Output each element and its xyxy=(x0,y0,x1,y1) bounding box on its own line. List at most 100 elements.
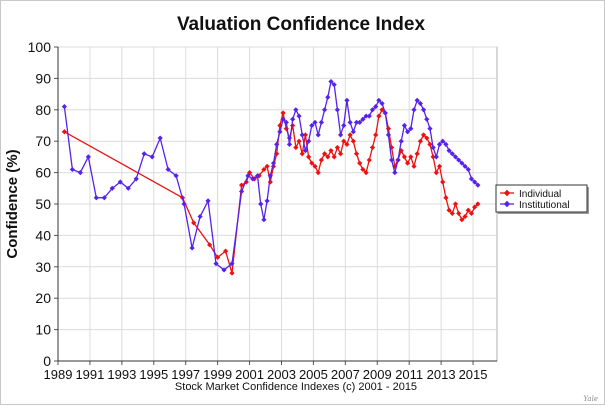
series-line-individual xyxy=(64,108,479,274)
data-point-individual xyxy=(420,132,427,138)
data-point-individual xyxy=(325,154,331,160)
data-point-individual xyxy=(277,122,283,129)
data-point-institutional xyxy=(101,195,107,201)
data-point-institutional xyxy=(315,132,321,138)
data-point-institutional xyxy=(261,217,267,223)
source-credit: Yale xyxy=(583,395,598,403)
data-point-institutional xyxy=(205,198,211,204)
y-tick-label: 80 xyxy=(35,102,51,118)
data-point-institutional xyxy=(270,160,277,166)
data-point-individual xyxy=(456,210,462,217)
data-point-individual xyxy=(331,154,337,160)
data-point-institutional xyxy=(427,126,433,132)
data-point-individual xyxy=(293,144,299,151)
data-point-individual xyxy=(366,157,372,163)
data-point-individual xyxy=(318,157,324,163)
data-point-institutional xyxy=(436,141,443,147)
data-point-individual xyxy=(472,204,478,210)
data-point-individual xyxy=(309,160,315,166)
legend-label-institutional: Institutional xyxy=(519,200,570,211)
data-point-institutional xyxy=(93,195,99,201)
data-point-individual xyxy=(436,163,443,169)
data-point-institutional xyxy=(277,129,283,135)
data-point-institutional xyxy=(173,173,179,179)
data-point-institutional xyxy=(165,166,171,173)
data-point-individual xyxy=(315,170,321,176)
data-point-institutional xyxy=(459,160,465,166)
data-point-institutional xyxy=(433,154,439,160)
data-point-individual xyxy=(468,210,475,217)
y-tick-label: 70 xyxy=(35,133,51,149)
data-point-individual xyxy=(191,220,197,226)
data-point-institutional xyxy=(475,182,481,188)
data-point-individual xyxy=(475,201,481,207)
data-point-institutional xyxy=(302,148,309,154)
data-point-individual xyxy=(238,182,245,188)
y-tick-label: 0 xyxy=(43,353,51,369)
data-point-institutional xyxy=(357,119,363,125)
data-point-institutional xyxy=(189,245,195,251)
data-point-individual xyxy=(405,160,411,166)
data-point-institutional xyxy=(456,157,462,163)
data-point-individual xyxy=(347,132,353,138)
data-point-individual xyxy=(334,144,340,151)
data-point-institutional xyxy=(117,179,123,185)
x-tick-label: 2015 xyxy=(459,367,488,382)
data-point-individual xyxy=(302,132,309,138)
data-point-institutional xyxy=(366,113,372,119)
data-point-individual xyxy=(264,163,270,169)
data-point-institutional xyxy=(389,157,395,163)
data-point-institutional xyxy=(245,173,251,179)
data-point-institutional xyxy=(334,107,340,113)
data-point-individual xyxy=(321,151,328,157)
data-point-institutional xyxy=(264,198,270,204)
x-tick-label: 2003 xyxy=(267,367,296,382)
data-point-individual xyxy=(215,254,221,260)
data-point-individual xyxy=(433,170,439,176)
data-point-individual xyxy=(459,217,465,223)
data-point-individual xyxy=(452,201,459,207)
data-point-institutional xyxy=(306,138,312,144)
data-point-institutional xyxy=(401,122,408,129)
data-point-institutional xyxy=(462,163,468,169)
data-point-individual xyxy=(353,151,360,157)
data-point-individual xyxy=(392,163,398,169)
data-point-individual xyxy=(290,122,296,129)
data-point-institutional xyxy=(328,78,334,85)
data-point-individual xyxy=(267,179,273,185)
data-point-institutional xyxy=(109,185,115,191)
data-point-institutional xyxy=(408,126,414,132)
data-point-institutional xyxy=(85,154,91,160)
data-point-institutional xyxy=(157,135,163,141)
y-tick-label: 10 xyxy=(35,322,51,338)
data-point-individual xyxy=(344,141,350,147)
data-point-individual xyxy=(449,210,455,217)
data-point-institutional xyxy=(197,213,203,220)
data-point-institutional xyxy=(344,97,350,103)
data-point-institutional xyxy=(290,116,296,122)
y-axis-label: Confidence (%) xyxy=(4,149,21,258)
data-point-institutional xyxy=(321,107,328,113)
data-point-institutional xyxy=(392,170,398,176)
data-point-institutional xyxy=(312,119,318,125)
data-point-institutional xyxy=(141,151,147,157)
x-tick-label: 2013 xyxy=(427,367,456,382)
legend-marker-individual xyxy=(503,189,511,197)
data-point-institutional xyxy=(181,201,187,207)
data-point-institutional xyxy=(347,119,353,125)
data-point-individual xyxy=(283,126,289,132)
data-point-institutional xyxy=(405,129,411,135)
data-point-individual xyxy=(350,138,356,144)
data-point-individual xyxy=(462,213,468,220)
data-point-institutional xyxy=(325,94,331,100)
data-point-institutional xyxy=(468,176,475,182)
data-point-institutional xyxy=(149,154,155,160)
data-point-individual xyxy=(427,141,433,147)
data-point-institutional xyxy=(430,144,436,151)
data-point-institutional xyxy=(293,107,299,113)
data-point-institutional xyxy=(443,141,449,147)
data-point-institutional xyxy=(398,138,404,144)
data-point-individual xyxy=(446,207,452,213)
data-point-individual xyxy=(440,179,446,185)
